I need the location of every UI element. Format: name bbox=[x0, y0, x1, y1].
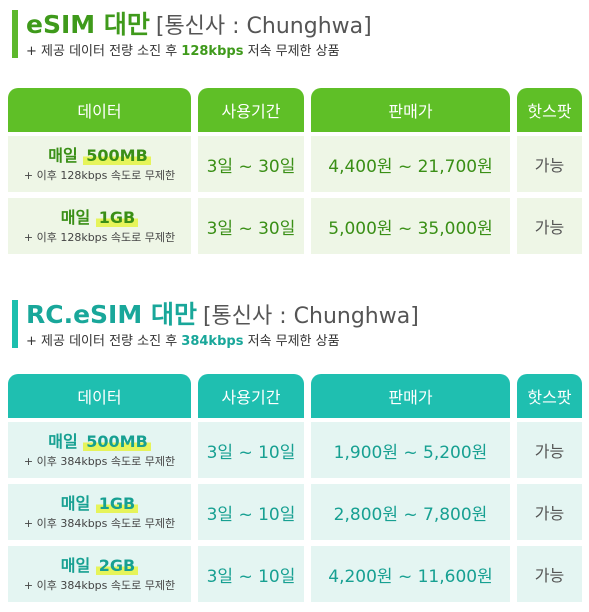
table-row-data: 매일 500MB + 이후 128kbps 속도로 무제한 bbox=[8, 136, 191, 192]
speed-note: + 이후 128kbps 속도로 무제한 bbox=[23, 230, 176, 244]
table-row-hotspot: 가능 bbox=[517, 198, 582, 254]
header-period: 사용기간 bbox=[198, 88, 304, 132]
table-row-hotspot: 가능 bbox=[517, 422, 582, 478]
section-title-block: RC.eSIM 대만 [통신사 : Chunghwa] + 제공 데이터 전량 소… bbox=[12, 300, 419, 351]
table-row-price: 2,800원 ~ 7,800원 bbox=[311, 484, 510, 540]
table-row-hotspot: 가능 bbox=[517, 546, 582, 602]
table-row-period: 3일 ~ 30일 bbox=[198, 198, 304, 254]
section-subtitle: + 제공 데이터 전량 소진 후 384kbps 저속 무제한 상품 bbox=[26, 334, 340, 349]
table-row-period: 3일 ~ 10일 bbox=[198, 422, 304, 478]
table-row-data: 매일 1GB + 이후 384kbps 속도로 무제한 bbox=[8, 484, 191, 540]
table-row-price: 4,400원 ~ 21,700원 bbox=[311, 136, 510, 192]
table-row-price: 4,200원 ~ 11,600원 bbox=[311, 546, 510, 602]
table-row-hotspot: 가능 bbox=[517, 136, 582, 192]
header-data: 데이터 bbox=[8, 374, 191, 418]
speed-note: + 이후 384kbps 속도로 무제한 bbox=[23, 454, 176, 468]
speed-note: + 이후 128kbps 속도로 무제한 bbox=[23, 168, 176, 182]
table-row-data: 매일 1GB + 이후 128kbps 속도로 무제한 bbox=[8, 198, 191, 254]
header-period: 사용기간 bbox=[198, 374, 304, 418]
section-title-block: eSIM 대만 [통신사 : Chunghwa] + 제공 데이터 전량 소진 후… bbox=[12, 10, 372, 61]
title-accent-bar bbox=[12, 300, 18, 348]
data-amount: 1GB bbox=[95, 493, 139, 513]
section-title: eSIM 대만 [통신사 : Chunghwa] bbox=[26, 10, 372, 39]
header-hotspot: 핫스팟 bbox=[517, 88, 582, 132]
title-accent-bar bbox=[12, 10, 18, 58]
table-row-price: 1,900원 ~ 5,200원 bbox=[311, 422, 510, 478]
data-amount: 500MB bbox=[83, 431, 151, 451]
table-row-period: 3일 ~ 30일 bbox=[198, 136, 304, 192]
table-row-data: 매일 500MB + 이후 384kbps 속도로 무제한 bbox=[8, 422, 191, 478]
section-title: RC.eSIM 대만 [통신사 : Chunghwa] bbox=[26, 300, 419, 329]
speed-note: + 이후 384kbps 속도로 무제한 bbox=[23, 578, 176, 592]
data-amount: 1GB bbox=[95, 207, 139, 227]
header-hotspot: 핫스팟 bbox=[517, 374, 582, 418]
header-data: 데이터 bbox=[8, 88, 191, 132]
carrier-label: [통신사 : Chunghwa] bbox=[155, 14, 372, 39]
data-amount: 2GB bbox=[95, 555, 139, 575]
header-price: 판매가 bbox=[311, 374, 510, 418]
table-row-period: 3일 ~ 10일 bbox=[198, 484, 304, 540]
esim-section: eSIM 대만 [통신사 : Chunghwa] + 제공 데이터 전량 소진 후… bbox=[0, 0, 589, 260]
speed-note: + 이후 384kbps 속도로 무제한 bbox=[23, 516, 176, 530]
table-row-hotspot: 가능 bbox=[517, 484, 582, 540]
table-row-period: 3일 ~ 10일 bbox=[198, 546, 304, 602]
header-price: 판매가 bbox=[311, 88, 510, 132]
table-row-price: 5,000원 ~ 35,000원 bbox=[311, 198, 510, 254]
table-row-data: 매일 2GB + 이후 384kbps 속도로 무제한 bbox=[8, 546, 191, 602]
data-amount: 500MB bbox=[83, 145, 151, 165]
carrier-label: [통신사 : Chunghwa] bbox=[202, 304, 419, 329]
section-subtitle: + 제공 데이터 전량 소진 후 128kbps 저속 무제한 상품 bbox=[26, 44, 340, 59]
